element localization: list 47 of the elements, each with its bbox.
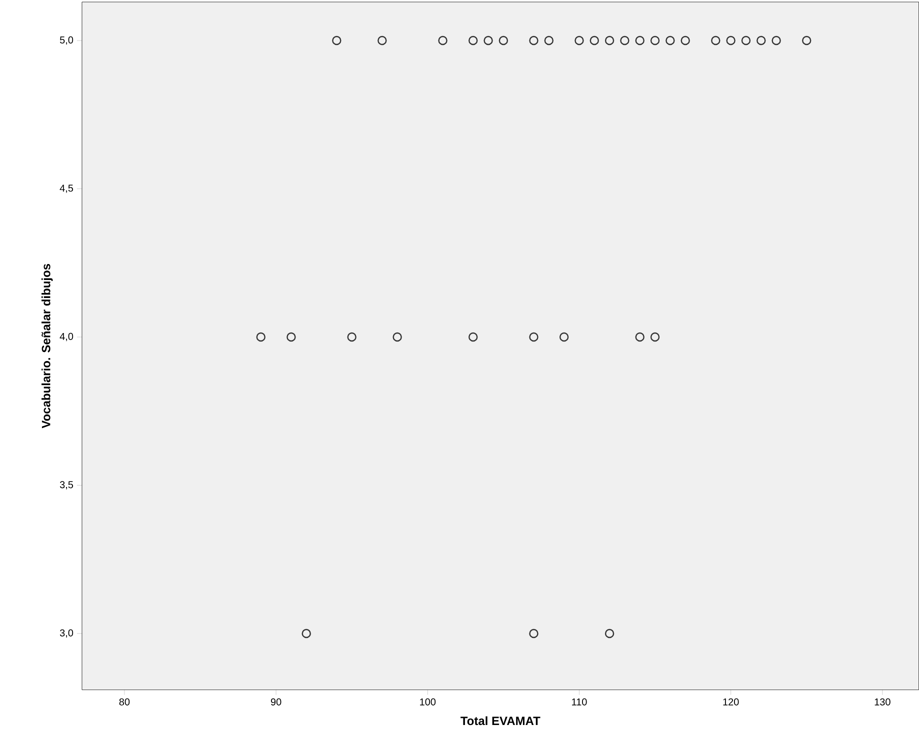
point xyxy=(620,36,630,46)
point xyxy=(529,36,538,46)
point xyxy=(392,332,402,342)
point xyxy=(438,36,448,46)
point xyxy=(574,36,584,46)
x-tick-label: 90 xyxy=(270,698,282,706)
point xyxy=(635,332,644,342)
point xyxy=(635,36,644,46)
point xyxy=(256,332,266,342)
point xyxy=(666,36,675,46)
x-tick-label: 100 xyxy=(420,698,436,706)
point xyxy=(484,36,493,46)
point xyxy=(650,332,660,342)
point xyxy=(756,36,766,46)
point xyxy=(529,628,538,638)
point xyxy=(468,332,478,342)
point xyxy=(604,36,614,46)
point xyxy=(468,36,478,46)
point xyxy=(378,36,387,46)
x-tick-label: 110 xyxy=(572,698,587,706)
point xyxy=(332,36,342,46)
point xyxy=(726,36,736,46)
y-tick-label: 4,0 xyxy=(60,332,74,342)
point xyxy=(604,628,614,638)
x-axis-title: Total EVAMAT xyxy=(460,716,540,726)
point xyxy=(559,332,569,342)
point xyxy=(544,36,554,46)
y-tick-label: 4,5 xyxy=(60,184,74,193)
point xyxy=(590,36,599,46)
point xyxy=(711,36,720,46)
y-axis-title: Vocabulario. Señalar dibujos xyxy=(42,264,53,428)
point xyxy=(772,36,781,46)
point xyxy=(741,36,751,46)
x-tick-label: 80 xyxy=(119,698,130,706)
point xyxy=(650,36,660,46)
point xyxy=(302,628,311,638)
y-tick-label: 5,0 xyxy=(60,36,74,45)
y-tick-label: 3,0 xyxy=(60,629,74,638)
point xyxy=(802,36,812,46)
point xyxy=(347,332,356,342)
point xyxy=(529,332,538,342)
point xyxy=(286,332,296,342)
x-tick-label: 120 xyxy=(723,698,739,706)
point xyxy=(498,36,508,46)
x-tick-label: 130 xyxy=(874,698,890,706)
point xyxy=(680,36,690,46)
y-tick-label: 3,5 xyxy=(60,481,74,490)
